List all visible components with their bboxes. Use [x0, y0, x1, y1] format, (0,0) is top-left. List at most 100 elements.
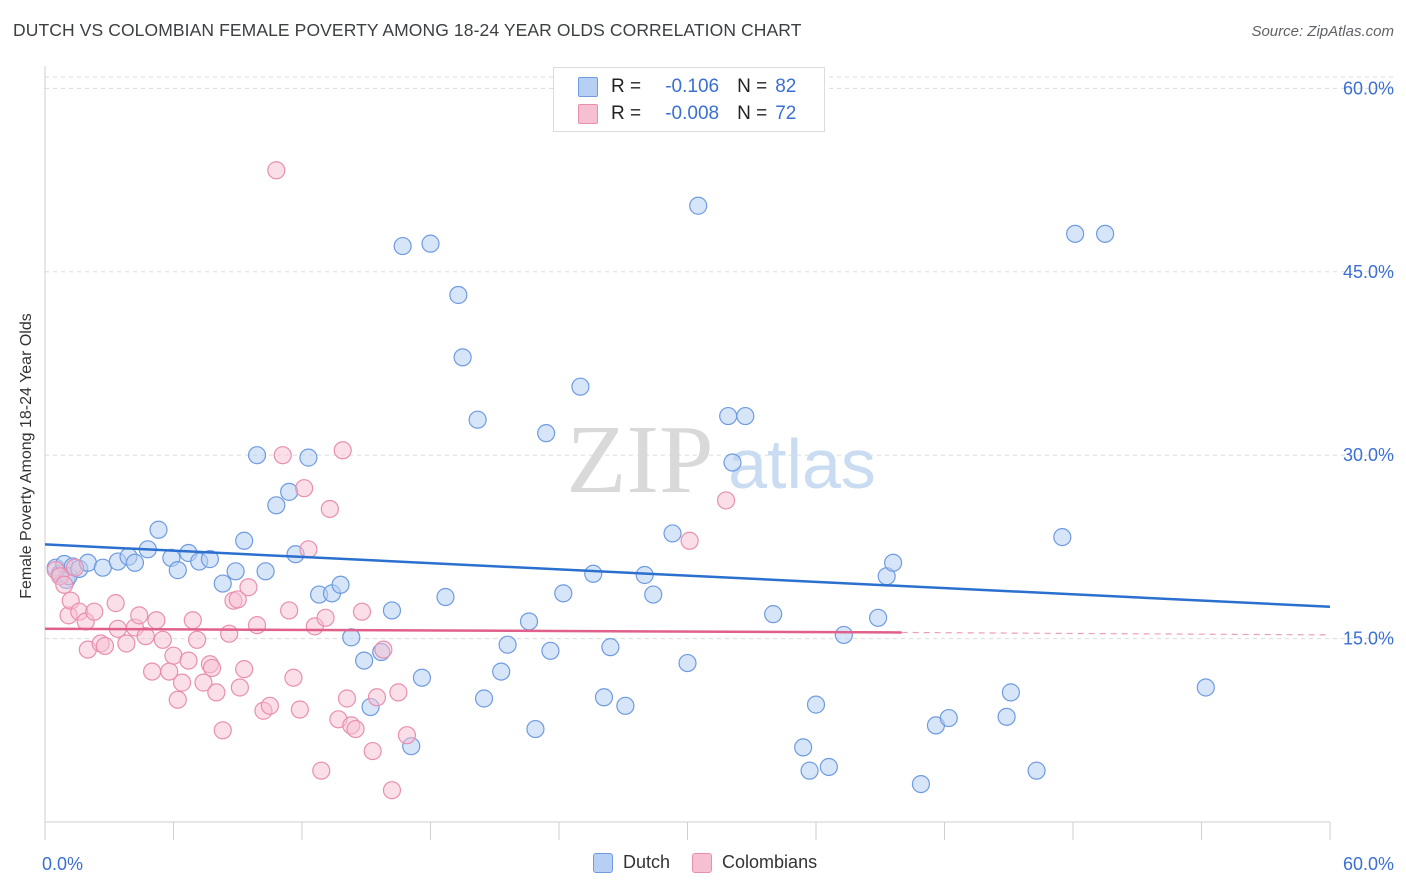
- colombians-point: [213, 721, 232, 740]
- colombians-point: [136, 627, 155, 646]
- dutch-point: [584, 564, 603, 583]
- colombians-point: [346, 719, 365, 739]
- legend-item-colombians: Colombians: [692, 852, 817, 873]
- dutch-point: [412, 668, 432, 687]
- trend-lines: [44, 543, 1331, 636]
- dutch-point: [1066, 224, 1085, 243]
- x-tick-label: 0.0%: [42, 854, 83, 874]
- y-tick-label: 30.0%: [1343, 445, 1394, 465]
- colombians-trend-line: [44, 627, 902, 634]
- colombians-point: [352, 602, 372, 621]
- dutch-point: [594, 688, 614, 707]
- legend-n-label: N =: [737, 103, 768, 124]
- source-note: Source: ZipAtlas.com: [1251, 23, 1394, 40]
- legend-n-value: 82: [775, 76, 797, 97]
- dutch-point: [537, 424, 556, 443]
- dutch-point: [554, 584, 573, 603]
- dutch-point: [1027, 761, 1046, 780]
- colombians-point: [55, 575, 74, 594]
- colombians-point: [680, 531, 699, 550]
- colombians-point: [194, 673, 213, 692]
- colombians-point: [382, 781, 402, 800]
- colombians-point: [179, 651, 198, 670]
- dutch-point: [806, 695, 826, 714]
- dutch-point: [723, 453, 742, 472]
- dutch-point: [280, 482, 299, 501]
- dutch-point: [719, 406, 738, 426]
- dutch-trend-line: [44, 543, 1331, 609]
- dutch-point: [1053, 527, 1072, 547]
- colombians-point: [299, 540, 318, 559]
- colombians-point: [106, 594, 125, 613]
- dutch-point: [299, 448, 318, 467]
- dutch-point: [267, 496, 286, 515]
- dutch-point: [449, 285, 468, 305]
- colombians-point: [367, 688, 387, 707]
- dutch-point: [616, 696, 635, 715]
- watermark-atlas: atlas: [728, 425, 876, 503]
- colombians-point: [716, 491, 736, 510]
- colombians-point: [280, 601, 299, 620]
- dutch-point: [819, 757, 838, 777]
- y-tick-label: 45.0%: [1343, 262, 1394, 282]
- dutch-point: [519, 612, 539, 631]
- legend-r-value: -0.008: [665, 103, 720, 124]
- dutch-point: [453, 348, 472, 367]
- dutch-point: [468, 410, 487, 429]
- dutch-point: [436, 587, 455, 607]
- colombians-point: [295, 479, 314, 498]
- dutch-point: [149, 520, 168, 539]
- legend-n-label: N =: [737, 76, 768, 97]
- colombians-point: [65, 558, 85, 577]
- series-legend: Dutch Colombians: [593, 852, 839, 873]
- dutch-point: [883, 553, 903, 572]
- x-tick-label: 60.0%: [1343, 854, 1394, 874]
- colombians-point: [220, 624, 239, 643]
- colombians-point: [230, 678, 249, 697]
- dutch-point: [498, 635, 517, 654]
- y-tick-label: 60.0%: [1343, 78, 1394, 98]
- colombians-trend-extension: [901, 631, 1331, 636]
- dutch-point: [235, 531, 254, 550]
- colombians-point: [85, 602, 104, 621]
- dutch-swatch: [578, 77, 598, 97]
- legend-row-dutch: R = -0.106 N = 82: [578, 73, 796, 101]
- dutch-point: [1096, 224, 1115, 243]
- dutch-point: [794, 738, 813, 757]
- legend-n-value: 72: [775, 103, 797, 124]
- colombians-point: [239, 578, 258, 597]
- colombians-point: [202, 658, 222, 678]
- dutch-point: [663, 524, 682, 543]
- dutch-point: [764, 605, 783, 624]
- dutch-point: [226, 562, 245, 581]
- dutch-point: [601, 638, 620, 657]
- dutch-point: [355, 651, 374, 670]
- dutch-point: [342, 628, 361, 647]
- colombians-point: [147, 611, 166, 630]
- dutch-point: [492, 662, 511, 681]
- dutch-point: [526, 719, 545, 739]
- colombians-point: [164, 646, 183, 665]
- dutch-point: [644, 585, 663, 604]
- tick-labels: 15.0% 30.0% 45.0% 60.0% 0.0% 60.0%: [42, 78, 1394, 874]
- colombians-point: [273, 446, 292, 465]
- colombians-point: [168, 690, 187, 709]
- axes: [44, 66, 1331, 840]
- colombians-swatch: [578, 104, 598, 124]
- colombians-point: [260, 696, 279, 715]
- dutch-point: [382, 601, 402, 620]
- dutch-point: [200, 550, 220, 569]
- y-tick-label: 15.0%: [1343, 629, 1394, 649]
- colombians-point: [95, 636, 115, 656]
- legend-r-label: R =: [611, 76, 642, 97]
- colombians-point: [247, 616, 267, 635]
- colombians-point: [397, 726, 417, 745]
- dutch-point: [869, 608, 888, 627]
- colombians-point: [130, 606, 149, 625]
- dutch-point: [834, 625, 853, 645]
- legend-row-colombians: R = -0.008 N = 72: [578, 100, 796, 128]
- legend-r-label: R =: [611, 103, 642, 124]
- colombians-point: [142, 662, 162, 681]
- colombians-point: [267, 161, 286, 180]
- colombians-point: [337, 689, 357, 708]
